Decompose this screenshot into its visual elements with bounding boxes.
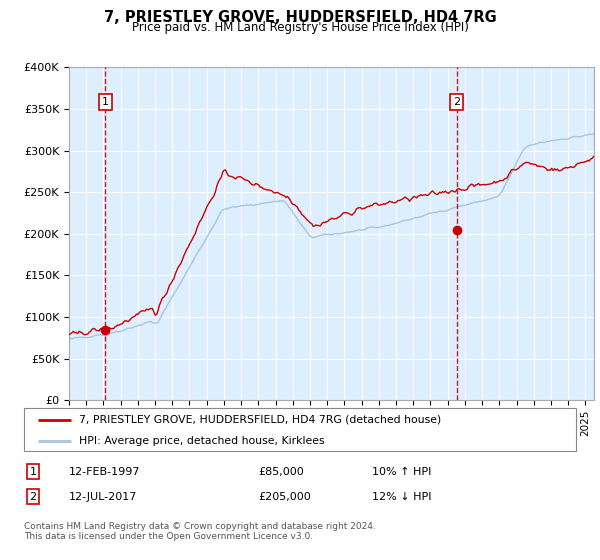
Text: 1: 1 (29, 466, 37, 477)
Text: £205,000: £205,000 (258, 492, 311, 502)
Text: £85,000: £85,000 (258, 466, 304, 477)
Text: 12-FEB-1997: 12-FEB-1997 (69, 466, 140, 477)
Text: HPI: Average price, detached house, Kirklees: HPI: Average price, detached house, Kirk… (79, 436, 325, 446)
Text: Contains HM Land Registry data © Crown copyright and database right 2024.
This d: Contains HM Land Registry data © Crown c… (24, 522, 376, 542)
Text: 2: 2 (453, 97, 460, 107)
FancyBboxPatch shape (24, 408, 576, 451)
Text: 12% ↓ HPI: 12% ↓ HPI (372, 492, 431, 502)
Text: 7, PRIESTLEY GROVE, HUDDERSFIELD, HD4 7RG (detached house): 7, PRIESTLEY GROVE, HUDDERSFIELD, HD4 7R… (79, 415, 442, 424)
Text: 2: 2 (29, 492, 37, 502)
Text: 10% ↑ HPI: 10% ↑ HPI (372, 466, 431, 477)
Text: 12-JUL-2017: 12-JUL-2017 (69, 492, 137, 502)
Text: 7, PRIESTLEY GROVE, HUDDERSFIELD, HD4 7RG: 7, PRIESTLEY GROVE, HUDDERSFIELD, HD4 7R… (104, 10, 496, 25)
Text: 1: 1 (102, 97, 109, 107)
Text: Price paid vs. HM Land Registry's House Price Index (HPI): Price paid vs. HM Land Registry's House … (131, 21, 469, 34)
